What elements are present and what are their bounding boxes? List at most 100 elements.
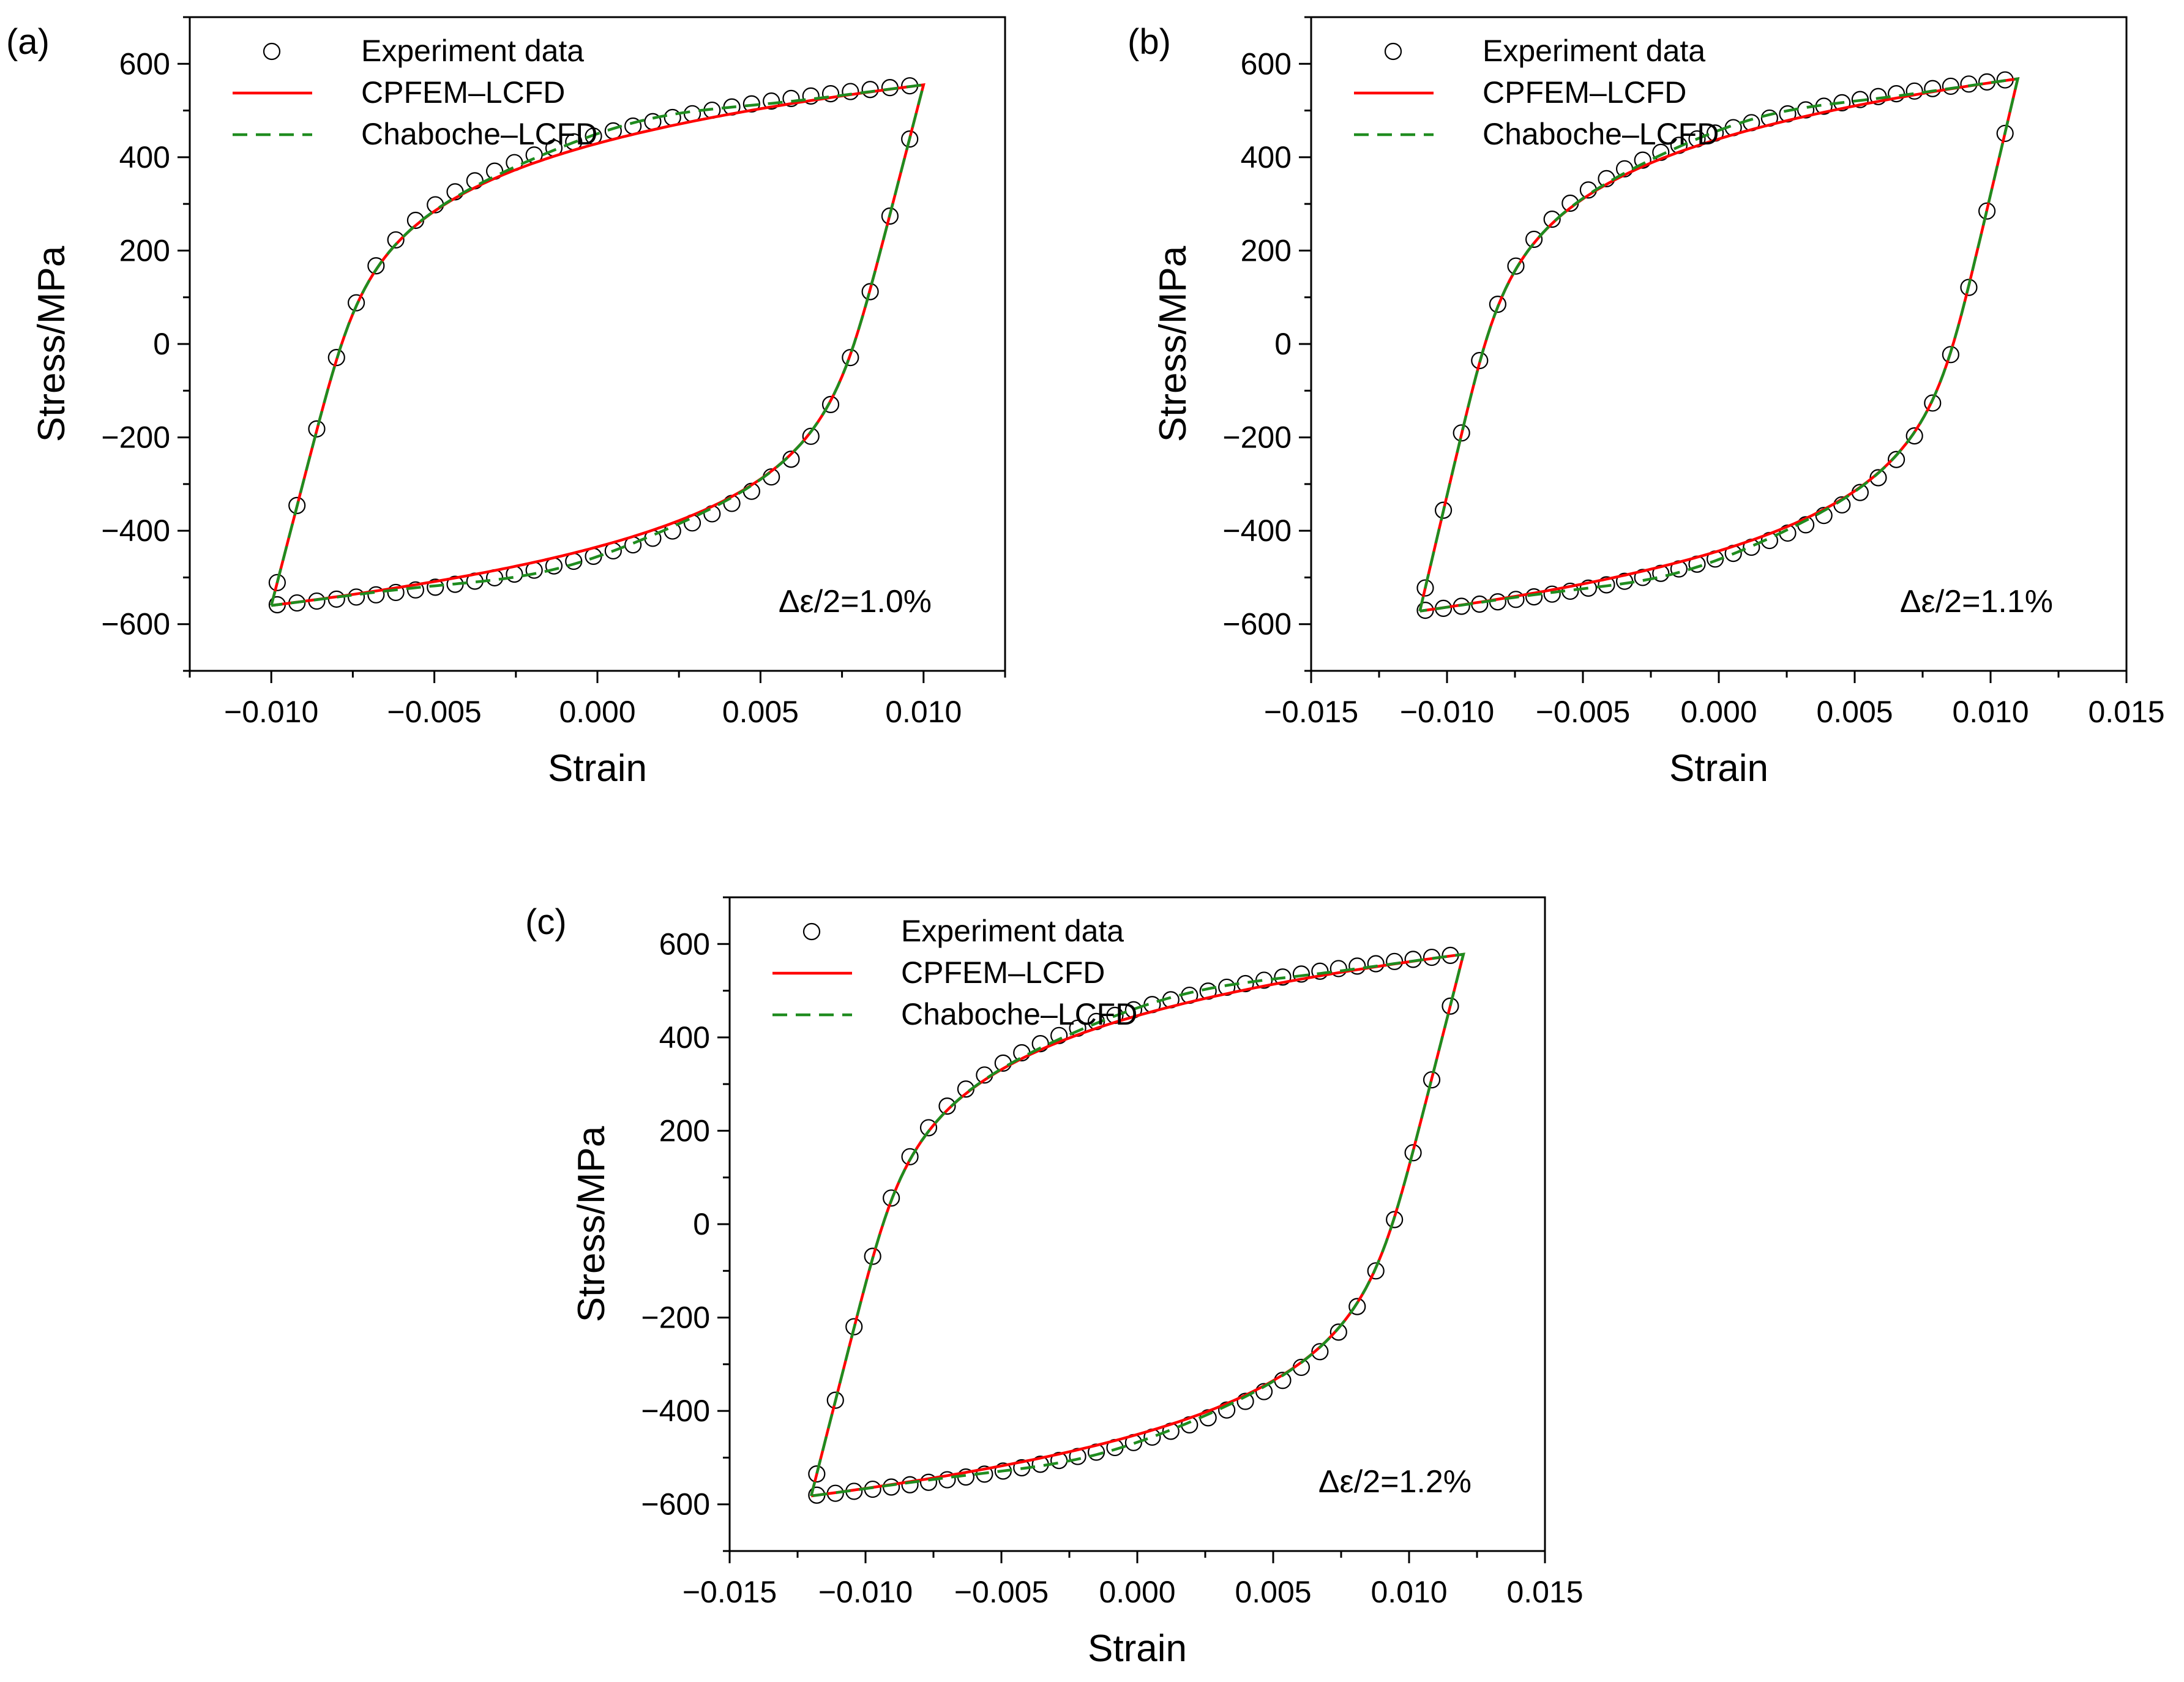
- experiment-point: [1634, 569, 1651, 586]
- experiment-point: [901, 1148, 919, 1165]
- x-tick-label: −0.015: [1264, 695, 1358, 729]
- x-tick-label: 0.005: [1816, 695, 1893, 729]
- x-tick-label: −0.010: [818, 1575, 913, 1609]
- experiment-point: [1311, 1343, 1329, 1361]
- experiment-point: [808, 1465, 826, 1483]
- experiment-point: [1996, 124, 2014, 143]
- x-tick-label: 0.000: [559, 695, 635, 729]
- y-tick-label: −400: [101, 514, 170, 548]
- x-tick-label: 0.000: [1099, 1575, 1175, 1609]
- experiment-point: [802, 427, 820, 445]
- experiment-point: [1507, 257, 1525, 275]
- experiment-point: [327, 349, 345, 367]
- x-axis-label: Strain: [1669, 747, 1768, 790]
- experiment-point: [861, 81, 879, 99]
- experiment-point: [1960, 278, 1978, 296]
- experiment-point: [1905, 82, 1923, 100]
- experiment-point: [861, 283, 879, 301]
- experiment-point: [1348, 1298, 1366, 1315]
- chaboche-lcfd-line: [1418, 77, 2020, 613]
- x-tick-label: 0.000: [1680, 695, 1757, 729]
- y-tick-label: 200: [659, 1113, 710, 1148]
- experiment-point: [821, 84, 840, 103]
- experiment-point: [845, 1318, 863, 1336]
- y-tick-label: −600: [641, 1487, 710, 1522]
- y-tick-label: 0: [693, 1207, 710, 1241]
- plot-frame: [728, 896, 1546, 1552]
- x-tick-label: 0.010: [885, 695, 962, 729]
- experiment-point: [782, 450, 800, 468]
- experiment-point: [288, 496, 306, 514]
- plot-frame: [189, 16, 1006, 672]
- experiment-point: [1543, 585, 1561, 603]
- legend: Experiment data CPFEM–LCFD Chaboche–LCFD: [1354, 34, 1719, 151]
- experiment-point: [1434, 501, 1453, 519]
- legend-experiment-label: Experiment data: [901, 914, 1124, 948]
- chaboche-lcfd-line: [270, 83, 926, 607]
- experiment-point: [883, 1189, 900, 1207]
- experiment-point: [802, 87, 820, 105]
- chaboche-lcfd-line: [810, 952, 1465, 1498]
- experiment-point: [1218, 978, 1236, 996]
- experiment-point: [367, 586, 385, 604]
- y-tick-label: 400: [119, 140, 170, 174]
- experiment-point: [327, 590, 345, 608]
- experiment-point: [1905, 427, 1923, 445]
- y-tick-label: 200: [1241, 233, 1292, 267]
- cpfem-lcfd-line: [810, 952, 1465, 1498]
- legend-experiment-label: Experiment data: [361, 34, 584, 68]
- experiment-point: [901, 1476, 919, 1493]
- legend: Experiment data CPFEM–LCFD Chaboche–LCFD: [772, 914, 1137, 1031]
- experiment-point: [1404, 1144, 1422, 1162]
- x-tick-label: 0.010: [1371, 1575, 1447, 1609]
- x-axis-label: Strain: [548, 747, 647, 790]
- experiment-point: [1442, 997, 1459, 1015]
- y-tick-label: 600: [119, 47, 170, 81]
- experiment-point: [427, 578, 444, 596]
- legend: Experiment data CPFEM–LCFD Chaboche–LCFD: [233, 34, 597, 151]
- x-tick-label: −0.005: [1536, 695, 1630, 729]
- experiment-point: [864, 1247, 881, 1265]
- legend-experiment-marker: [263, 42, 281, 61]
- experiment-point: [1869, 469, 1887, 487]
- experiment-point: [1525, 588, 1543, 606]
- legend-cpfem-label: CPFEM–LCFD: [361, 75, 565, 110]
- experiment-point: [1924, 394, 1942, 412]
- y-axis-label: Stress/MPa: [1152, 245, 1194, 442]
- cpfem-lcfd-line: [1418, 77, 2020, 613]
- strain-amplitude-annotation: Δε/2=1.1%: [1900, 584, 2053, 619]
- experiment-point: [1386, 1211, 1404, 1228]
- experiment-point: [1942, 346, 1959, 364]
- experiment-point: [347, 294, 365, 312]
- experiment-point: [1348, 957, 1366, 975]
- experiment-point: [387, 231, 405, 249]
- y-tick-label: 400: [1241, 140, 1292, 174]
- experiment-point: [1543, 211, 1561, 228]
- experiment-point: [1453, 424, 1470, 442]
- legend-chaboche-label: Chaboche–LCFD: [361, 117, 597, 151]
- experiment-point: [763, 92, 780, 110]
- legend-chaboche-label: Chaboche–LCFD: [1483, 117, 1719, 151]
- experiment-point: [919, 1119, 938, 1137]
- experiment-point: [1525, 230, 1543, 249]
- y-tick-label: 0: [153, 327, 170, 361]
- experiment-point: [1367, 1262, 1385, 1280]
- x-tick-label: 0.005: [1235, 1575, 1311, 1609]
- strain-amplitude-annotation: Δε/2=1.2%: [1318, 1464, 1472, 1500]
- cpfem-lcfd-line: [270, 83, 926, 607]
- y-tick-label: −600: [1222, 607, 1292, 641]
- experiment-point: [901, 130, 919, 148]
- plot-frame: [1310, 16, 2128, 672]
- experiment-point: [1887, 450, 1905, 468]
- panel-a: (a) −0.010 −0.005 0.000 0.005 0.010 −600 −400 −2…: [6, 16, 1006, 790]
- experiment-point: [881, 207, 899, 225]
- y-axis-label: Stress/MPa: [570, 1126, 613, 1322]
- experiment-point: [1050, 1026, 1068, 1044]
- legend-experiment-marker: [1384, 42, 1402, 61]
- y-tick-label: −200: [101, 420, 170, 455]
- experiment-point: [1978, 202, 1996, 220]
- experiment-point: [1329, 960, 1347, 977]
- experiment-point: [1329, 1323, 1347, 1341]
- x-axis-label: Strain: [1088, 1628, 1187, 1670]
